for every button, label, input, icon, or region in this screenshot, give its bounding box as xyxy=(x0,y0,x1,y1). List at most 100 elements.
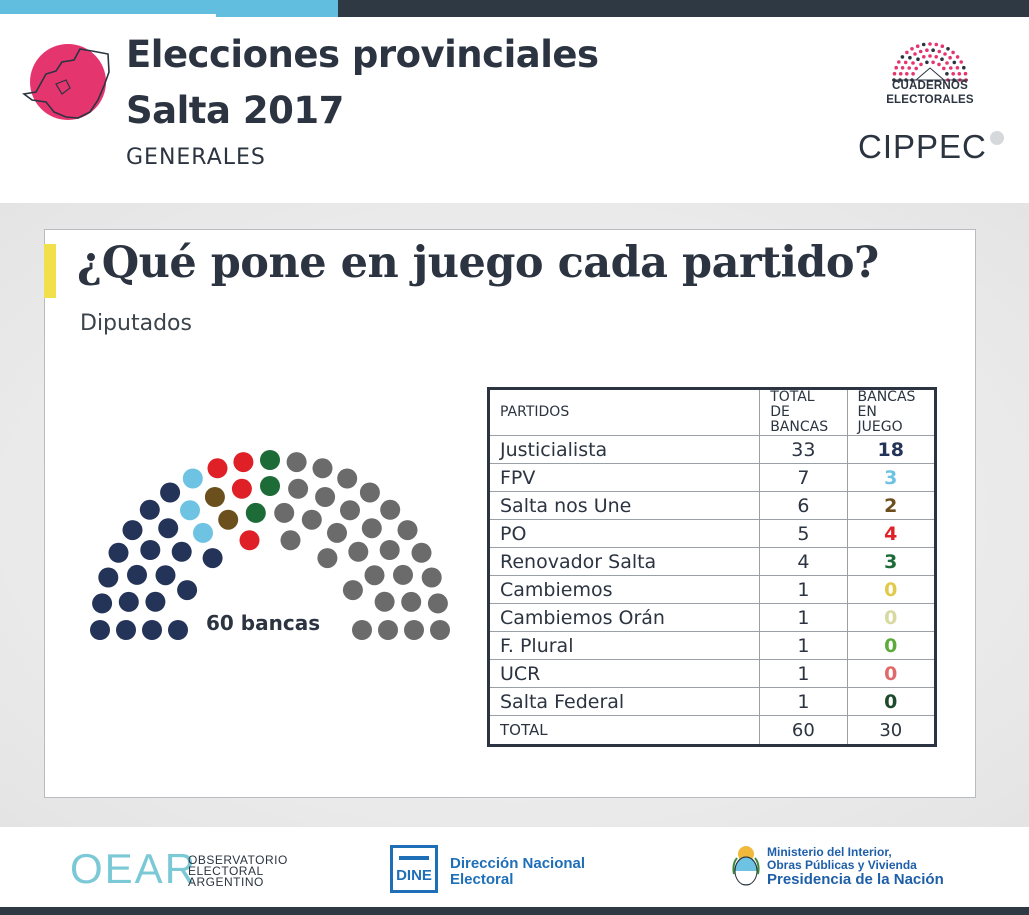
logo-dot xyxy=(925,48,929,52)
logo-dot xyxy=(946,47,950,51)
dine-logo-bar xyxy=(399,856,429,860)
cippec-logo: CIPPEC xyxy=(858,128,987,165)
logo-dot xyxy=(955,55,960,59)
parliament-seat xyxy=(378,620,398,640)
chamber-label: Diputados xyxy=(80,311,192,336)
parliament-seat xyxy=(98,567,119,588)
dine-logo: DINE xyxy=(390,845,438,893)
parliament-seat xyxy=(286,452,307,473)
parliament-seat xyxy=(421,567,442,588)
page-subtitle: GENERALES xyxy=(126,145,266,170)
party-total-seats: 1 xyxy=(759,575,848,604)
parliament-seat xyxy=(140,540,161,560)
table-row: FPV 7 3 xyxy=(487,463,937,492)
logo-dot xyxy=(951,72,955,76)
parliament-seat xyxy=(155,565,176,586)
header xyxy=(0,17,1029,203)
logo-dot xyxy=(940,57,944,61)
logo-dot xyxy=(910,47,914,51)
parliament-seat xyxy=(158,518,179,539)
party-name: Salta Federal xyxy=(487,687,761,716)
parliament-seat xyxy=(193,522,213,543)
table-row: Cambiemos 1 0 xyxy=(487,575,937,604)
ministry-line1: Ministerio del Interior, xyxy=(767,845,892,859)
logo-dot xyxy=(952,60,957,65)
parliament-seat xyxy=(260,450,280,470)
total-label: TOTAL xyxy=(487,715,761,746)
header-bancas-en-juego: BANCAS EN JUEGO xyxy=(846,388,937,436)
parliament-seat xyxy=(380,499,401,520)
party-seats-in-play: 3 xyxy=(846,463,937,492)
parliament-seat xyxy=(411,542,432,563)
parliament-seat xyxy=(359,482,380,503)
ministry-line3: Presidencia de la Nación xyxy=(767,871,944,888)
logo-dot xyxy=(925,60,929,65)
total-seats-in-play: 30 xyxy=(846,715,937,746)
header-partidos: PARTIDOS xyxy=(487,388,761,436)
parliament-seat xyxy=(233,452,254,473)
logo-dot xyxy=(955,66,960,70)
dine-name-line1: Dirección Nacional xyxy=(450,855,586,872)
total-seats: 60 xyxy=(759,715,848,746)
parliament-seat xyxy=(374,591,395,612)
table-total-row: TOTAL 60 30 xyxy=(487,715,937,746)
oear-logo-mark: OEAR xyxy=(70,845,198,892)
logo-dot xyxy=(903,60,908,65)
logo-dot xyxy=(937,62,941,67)
logo-dot xyxy=(911,61,915,65)
parliament-seat xyxy=(182,468,203,489)
footer xyxy=(0,827,1029,907)
logo-dot xyxy=(922,55,926,59)
parliament-seat xyxy=(260,476,280,496)
parliament-seat xyxy=(401,591,422,612)
logo-dot xyxy=(943,52,947,56)
page-title-line2: Salta 2017 xyxy=(126,89,344,132)
party-name: Renovador Salta xyxy=(487,547,761,576)
parliament-seat xyxy=(379,540,400,560)
logo-dot xyxy=(911,72,915,76)
logo-dot xyxy=(907,66,911,70)
party-total-seats: 7 xyxy=(759,463,848,492)
logo-dot xyxy=(937,49,942,54)
logo-dot xyxy=(918,49,923,54)
parliament-seat xyxy=(430,620,450,640)
parliament-seat xyxy=(108,542,129,563)
party-total-seats: 5 xyxy=(759,519,848,548)
logo-dot xyxy=(959,60,963,64)
parliament-seat xyxy=(364,565,385,586)
logo-dot xyxy=(908,55,912,60)
parliament-seat xyxy=(160,482,181,503)
parliament-seat xyxy=(116,620,136,640)
party-seats-in-play: 18 xyxy=(846,435,937,464)
logo-dot xyxy=(928,42,932,46)
parliament-seat xyxy=(427,593,448,614)
party-total-seats: 1 xyxy=(759,687,848,716)
logo-dot xyxy=(962,65,966,70)
dine-logo-text: DINE xyxy=(396,867,432,884)
party-total-seats: 33 xyxy=(759,435,848,464)
cuadernos-logo-text-1: CUADERNOS xyxy=(892,80,968,92)
parliament-seat xyxy=(122,520,143,541)
logo-dot xyxy=(940,44,945,48)
party-seats-in-play: 0 xyxy=(846,631,937,660)
logo-dot xyxy=(951,50,955,55)
parliament-seat xyxy=(245,502,266,523)
parliament-seat xyxy=(207,458,228,479)
table-row: Salta Federal 1 0 xyxy=(487,687,937,716)
parliament-seat xyxy=(404,620,424,640)
parliament-seat xyxy=(92,593,113,614)
party-seats-in-play: 0 xyxy=(846,659,937,688)
table-row: Justicialista 33 18 xyxy=(487,435,937,464)
party-seats-in-play: 0 xyxy=(846,687,937,716)
party-name: UCR xyxy=(487,659,761,688)
parliament-seat xyxy=(348,541,369,562)
parliament-seat xyxy=(90,620,110,640)
parliament-seat xyxy=(352,620,372,640)
parliament-seat-chart xyxy=(90,450,450,640)
logo-dot xyxy=(931,48,935,52)
logo-dot xyxy=(957,72,962,76)
party-name: Cambiemos Orán xyxy=(487,603,761,632)
parliament-seat xyxy=(231,478,252,499)
card-accent-bar xyxy=(44,244,56,298)
logo-dot xyxy=(934,42,939,47)
